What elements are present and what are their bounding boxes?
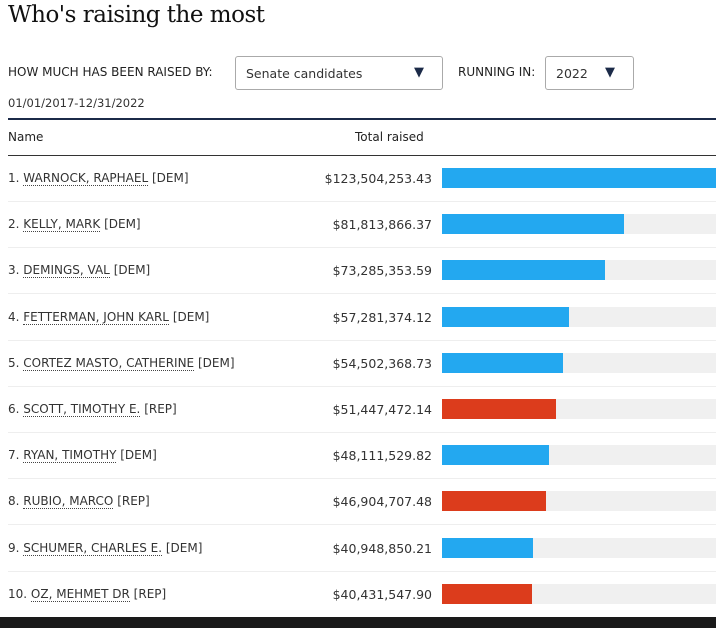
- taskbar: [0, 617, 716, 628]
- bar: [442, 168, 716, 188]
- total-raised: $48,111,529.82: [332, 448, 432, 464]
- party: [DEM]: [197, 355, 235, 370]
- candidate-link[interactable]: DEMINGS, VAL: [23, 263, 110, 279]
- party: [REP]: [117, 494, 150, 509]
- bar: [442, 583, 532, 604]
- candidate-link[interactable]: RYAN, TIMOTHY: [23, 448, 117, 464]
- table-row: 4. FETTERMAN, JOHN KARL [DEM] $57,281,37…: [8, 295, 716, 341]
- candidate-name: 8. RUBIO, MARCO [REP]: [8, 494, 150, 510]
- date-range: 01/01/2017-12/31/2022: [8, 96, 145, 110]
- rank: 4.: [8, 309, 20, 324]
- candidate-link[interactable]: CORTEZ MASTO, CATHERINE: [23, 355, 195, 371]
- candidate-name: 5. CORTEZ MASTO, CATHERINE [DEM]: [8, 355, 235, 371]
- candidate-link[interactable]: RUBIO, MARCO: [23, 494, 114, 510]
- page-title: Who's raising the most: [8, 2, 265, 28]
- table-row: 7. RYAN, TIMOTHY [DEM] $48,111,529.82: [8, 433, 716, 480]
- bar-track: [442, 399, 716, 419]
- bar: [442, 445, 549, 466]
- rank: 1.: [8, 171, 20, 185]
- candidate-name: 2. KELLY, MARK [DEM]: [8, 217, 141, 233]
- candidate-name: 4. FETTERMAN, JOHN KARL [DEM]: [8, 309, 210, 325]
- bar: [442, 306, 570, 327]
- candidate-name: 10. OZ, MEHMET DR [REP]: [8, 586, 167, 602]
- column-header-total: Total raised: [355, 130, 424, 144]
- total-raised: $73,285,353.59: [332, 263, 432, 279]
- candidate-link[interactable]: FETTERMAN, JOHN KARL: [23, 309, 169, 325]
- candidate-name: 1. WARNOCK, RAPHAEL [DEM]: [8, 171, 189, 186]
- running-in-label: RUNNING IN:: [458, 65, 536, 79]
- total-raised: $123,504,253.43: [324, 171, 432, 186]
- candidate-name: 9. SCHUMER, CHARLES E. [DEM]: [8, 540, 203, 556]
- party: [REP]: [144, 402, 177, 416]
- candidate-link[interactable]: SCHUMER, CHARLES E.: [23, 540, 163, 556]
- rank: 7.: [8, 448, 20, 463]
- divider: [8, 155, 716, 156]
- chevron-down-icon: ▼: [414, 65, 424, 80]
- raised-by-select[interactable]: Senate candidates ▼: [235, 56, 443, 90]
- total-raised: $51,447,472.14: [332, 402, 432, 417]
- bar-track: [442, 583, 716, 604]
- table-row: 8. RUBIO, MARCO [REP] $46,904,707.48: [8, 479, 716, 526]
- total-raised: $46,904,707.48: [332, 494, 432, 510]
- rank: 9.: [8, 540, 20, 555]
- bar-track: [442, 260, 716, 281]
- party: [DEM]: [120, 448, 157, 463]
- candidate-link[interactable]: KELLY, MARK: [23, 217, 101, 233]
- column-header-name: Name: [8, 130, 44, 144]
- candidate-link[interactable]: SCOTT, TIMOTHY E.: [23, 402, 141, 417]
- table-row: 1. WARNOCK, RAPHAEL [DEM] $123,504,253.4…: [8, 156, 716, 202]
- table-row: 10. OZ, MEHMET DR [REP] $40,431,547.90: [8, 572, 716, 618]
- total-raised: $81,813,866.37: [332, 217, 432, 233]
- candidate-name: 3. DEMINGS, VAL [DEM]: [8, 263, 151, 279]
- table-row: 9. SCHUMER, CHARLES E. [DEM] $40,948,850…: [8, 526, 716, 572]
- bar-track: [442, 445, 716, 466]
- bar-track: [442, 491, 716, 512]
- candidate-name: 6. SCOTT, TIMOTHY E. [REP]: [8, 402, 177, 417]
- party: [DEM]: [151, 171, 189, 185]
- rank: 3.: [8, 263, 20, 278]
- running-in-value: 2022: [556, 66, 588, 81]
- rank: 2.: [8, 217, 20, 232]
- rank: 6.: [8, 402, 20, 416]
- bar: [442, 260, 605, 281]
- candidate-name: 7. RYAN, TIMOTHY [DEM]: [8, 448, 157, 464]
- bar-track: [442, 214, 716, 235]
- rank: 8.: [8, 494, 20, 509]
- bar: [442, 214, 624, 235]
- rank: 10.: [8, 586, 28, 601]
- bar: [442, 399, 557, 419]
- party: [DEM]: [113, 263, 151, 278]
- candidate-link[interactable]: WARNOCK, RAPHAEL: [23, 171, 149, 186]
- bar: [442, 537, 533, 558]
- party: [DEM]: [104, 217, 141, 232]
- table-row: 3. DEMINGS, VAL [DEM] $73,285,353.59: [8, 248, 716, 295]
- total-raised: $40,948,850.21: [332, 540, 432, 556]
- running-in-select[interactable]: 2022 ▼: [545, 56, 634, 90]
- table-row: 5. CORTEZ MASTO, CATHERINE [DEM] $54,502…: [8, 341, 716, 387]
- raised-by-label: HOW MUCH HAS BEEN RAISED BY:: [8, 65, 213, 79]
- party: [REP]: [133, 586, 167, 601]
- party: [DEM]: [165, 540, 203, 555]
- bar: [442, 352, 563, 373]
- rank: 5.: [8, 355, 20, 370]
- bar: [442, 491, 547, 512]
- bar-track: [442, 306, 716, 327]
- bar-track: [442, 352, 716, 373]
- total-raised: $57,281,374.12: [332, 309, 432, 325]
- table-row: 2. KELLY, MARK [DEM] $81,813,866.37: [8, 202, 716, 249]
- party: [DEM]: [172, 309, 210, 324]
- raised-by-value: Senate candidates: [246, 66, 363, 81]
- divider: [8, 118, 716, 120]
- table-row: 6. SCOTT, TIMOTHY E. [REP] $51,447,472.1…: [8, 387, 716, 433]
- chevron-down-icon: ▼: [605, 65, 615, 80]
- candidate-link[interactable]: OZ, MEHMET DR: [30, 586, 130, 602]
- total-raised: $40,431,547.90: [332, 586, 432, 602]
- bar-track: [442, 168, 716, 188]
- total-raised: $54,502,368.73: [332, 355, 432, 371]
- bar-track: [442, 537, 716, 558]
